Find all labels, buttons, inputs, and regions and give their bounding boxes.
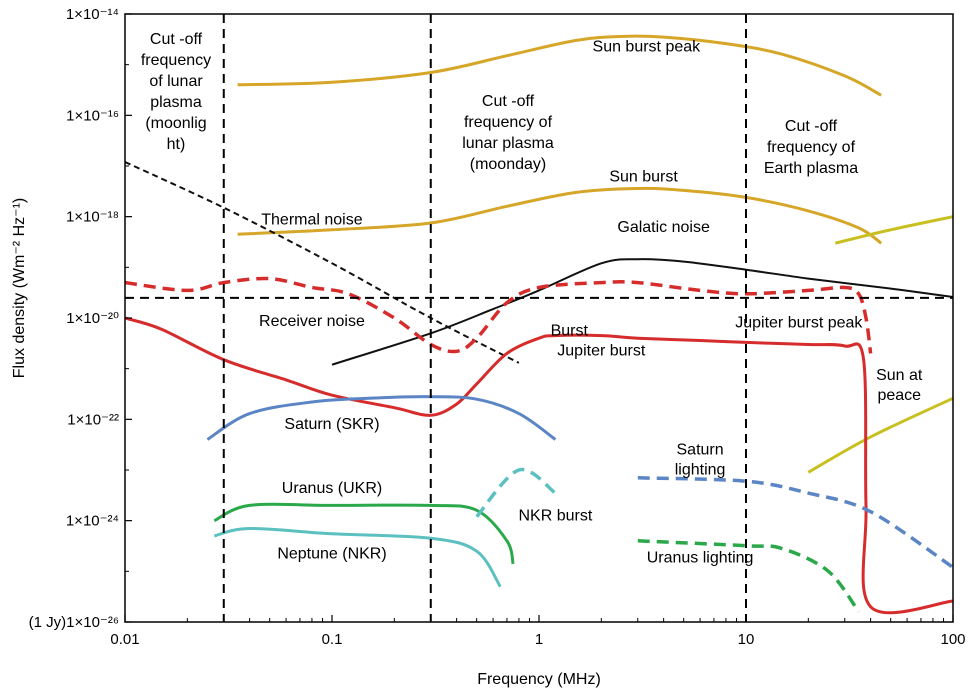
series-line-13 (475, 467, 557, 518)
annotation-label: Receiver noise (259, 313, 365, 330)
annotation-label: Saturn lighting (675, 442, 726, 479)
y-tick-label: 1×10⁻²⁴ (66, 513, 119, 530)
y-tick-label: (1 Jy)1×10⁻²⁶ (29, 614, 119, 631)
y-tick-label: 1×10⁻¹⁶ (66, 107, 119, 124)
x-tick-label: 10 (738, 631, 755, 648)
y-tick-label: 1×10⁻²⁰ (66, 310, 119, 327)
series-line-12 (213, 526, 502, 588)
series-line-1 (237, 186, 883, 245)
reference-lines-layer (125, 14, 953, 622)
series-line-2 (834, 215, 954, 245)
cutoff-label-0: Cut -off frequency of lunar plasma (moonlig h… (141, 31, 211, 153)
x-tick-label: 100 (940, 631, 965, 648)
series-line-11 (637, 539, 861, 613)
annotation-label: Thermal noise (261, 212, 362, 229)
annotation-label: NKR burst (518, 508, 592, 525)
series-line-5 (124, 161, 520, 364)
annotation-label: Burst (551, 323, 589, 340)
annotation-label: Sun at peace (876, 367, 923, 404)
series-line-3 (807, 396, 954, 474)
y-tick-label: 1×10⁻¹⁴ (66, 6, 119, 23)
x-axis-label: Frequency (MHz) (477, 671, 601, 688)
ticks-layer: 0.01 0.1 1 10 100 1×10⁻¹⁴ 1×10⁻¹⁶ 1×10⁻¹⁸ 1×10⁻²… (29, 6, 966, 648)
y-axis-label: Flux density (Wm⁻² Hz⁻¹) (11, 198, 28, 378)
annotations-layer: Sun burst peak Sun burst Thermal noise Gala… (141, 31, 923, 566)
series-line-8 (206, 395, 557, 441)
annotation-label: Uranus lighting (647, 549, 754, 566)
annotation-label: Jupiter burst (557, 343, 646, 360)
y-tick-label: 1×10⁻²² (67, 411, 119, 428)
y-tick-label: 1×10⁻¹⁸ (66, 209, 119, 226)
series-line-6 (124, 276, 873, 354)
annotation-label: Sun burst peak (593, 39, 702, 56)
series-layer (124, 34, 954, 615)
annotation-label: Galatic noise (617, 219, 710, 236)
annotation-label: Saturn (SKR) (284, 416, 379, 433)
series-line-0 (237, 34, 882, 97)
series-line-10 (213, 502, 515, 565)
series-line-7 (124, 316, 954, 615)
x-tick-label: 1 (535, 631, 543, 648)
annotation-label: Jupiter burst peak (735, 314, 863, 331)
annotation-label: Uranus (UKR) (282, 480, 382, 497)
x-tick-label: 0.1 (322, 631, 343, 648)
x-tick-label: 0.01 (110, 631, 139, 648)
cutoff-label-2: Cut -off frequency of Earth plasma (764, 118, 858, 177)
series-line-9 (637, 476, 954, 569)
cutoff-label-1: Cut -off frequency of lunar plasma (moonday… (462, 93, 554, 173)
series-line-4 (331, 258, 954, 366)
annotation-label: Sun burst (609, 168, 678, 185)
annotation-label: Neptune (NKR) (277, 545, 386, 562)
